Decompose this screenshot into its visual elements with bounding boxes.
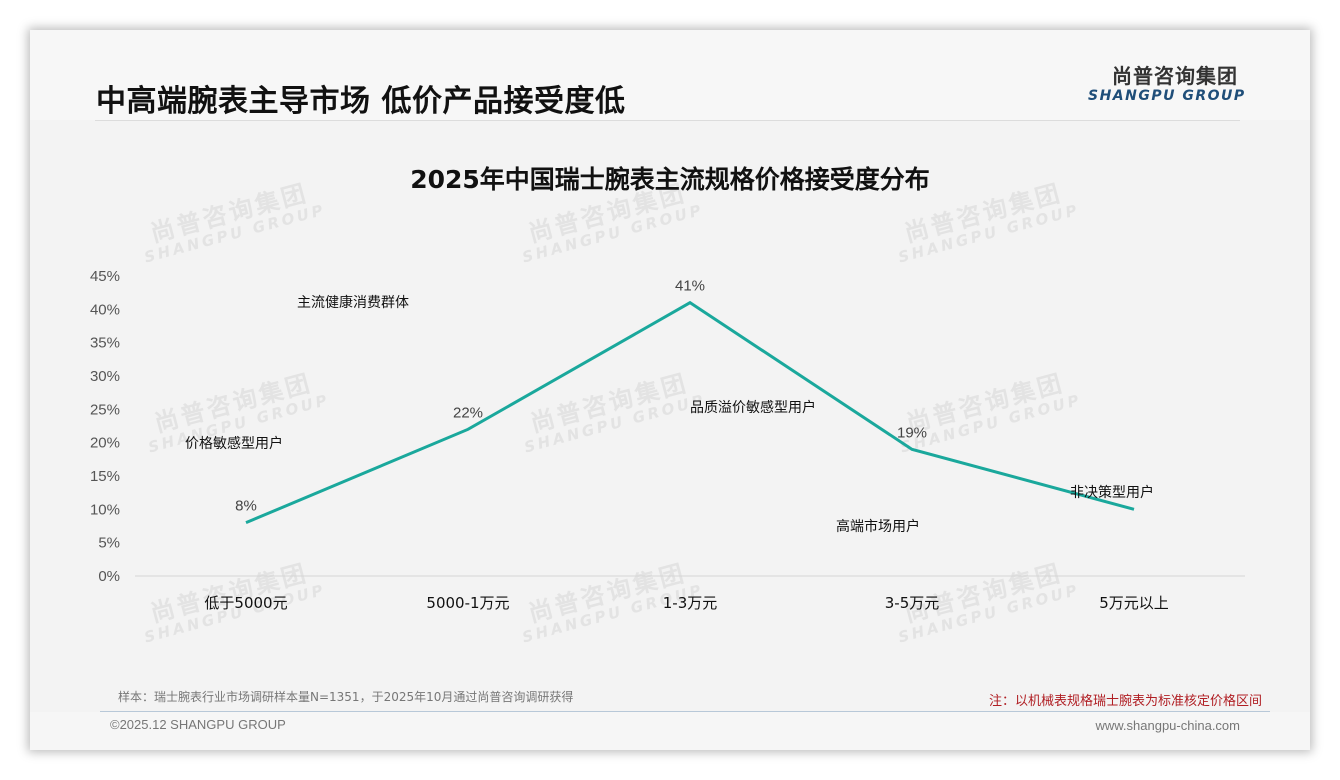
- x-tick-label: 5万元以上: [1099, 594, 1169, 612]
- logo-en-text: SHANGPU GROUP: [1088, 88, 1246, 104]
- chart-annotation: 非决策型用户: [1070, 484, 1154, 501]
- chart-title: 2025年中国瑞士腕表主流规格价格接受度分布: [410, 165, 930, 194]
- x-tick-label: 1-3万元: [663, 594, 718, 612]
- data-labels: 8% 22% 41% 19%: [235, 278, 927, 515]
- chart-annotation: 主流健康消费群体: [297, 294, 409, 311]
- y-tick-label: 15%: [90, 468, 120, 485]
- x-tick-label: 5000-1万元: [426, 594, 509, 612]
- y-tick-label: 20%: [90, 435, 120, 452]
- y-tick-label: 0%: [98, 568, 120, 585]
- y-tick-label: 5%: [98, 535, 120, 552]
- y-axis: 0% 5% 10% 15% 20% 25% 30% 35% 40% 45%: [90, 268, 120, 585]
- series-line: [245, 300, 1135, 525]
- price-range-note: 注：以机械表规格瑞士腕表为标准核定价格区间: [988, 694, 1262, 709]
- y-tick-label: 30%: [90, 368, 120, 385]
- footer-band: [30, 712, 1310, 750]
- header-divider: [95, 120, 1240, 121]
- data-label: 8%: [235, 498, 257, 515]
- sample-note: 样本：瑞士腕表行业市场调研样本量N=1351，于2025年10月通过尚普咨询调研…: [118, 690, 574, 704]
- copyright: ©2025.12 SHANGPU GROUP: [110, 717, 286, 732]
- logo-cn-text: 尚普咨询集团: [1112, 64, 1238, 88]
- header-band: [30, 30, 1310, 120]
- y-tick-label: 25%: [90, 401, 120, 418]
- chart-annotation: 高端市场用户: [836, 518, 920, 535]
- x-tick-label: 低于5000元: [204, 594, 287, 612]
- chart-annotation: 品质溢价敏感型用户: [690, 399, 816, 416]
- page-title: 中高端腕表主导市场 低价产品接受度低: [96, 84, 626, 119]
- data-label: 22%: [453, 404, 483, 421]
- y-tick-label: 35%: [90, 335, 120, 352]
- y-tick-label: 40%: [90, 301, 120, 318]
- data-label: 41%: [675, 278, 705, 295]
- slide-card: 中高端腕表主导市场 低价产品接受度低 尚普咨询集团 SHANGPU GROUP …: [30, 30, 1310, 750]
- company-logo: 尚普咨询集团 SHANGPU GROUP: [1088, 64, 1246, 104]
- footer-divider: [100, 711, 1270, 712]
- data-label: 19%: [897, 424, 927, 441]
- y-tick-label: 10%: [90, 501, 120, 518]
- website-link[interactable]: www.shangpu-china.com: [1095, 718, 1240, 733]
- y-tick-label: 45%: [90, 268, 120, 285]
- chart-annotation: 价格敏感型用户: [185, 435, 283, 452]
- x-tick-label: 3-5万元: [885, 594, 940, 612]
- line-chart: 0% 5% 10% 15% 20% 25% 30% 35% 40% 45% 低于5000元 5000…: [90, 268, 1245, 612]
- x-axis: 低于5000元 5000-1万元 1-3万元 3-5万元 5万元以上: [204, 594, 1168, 612]
